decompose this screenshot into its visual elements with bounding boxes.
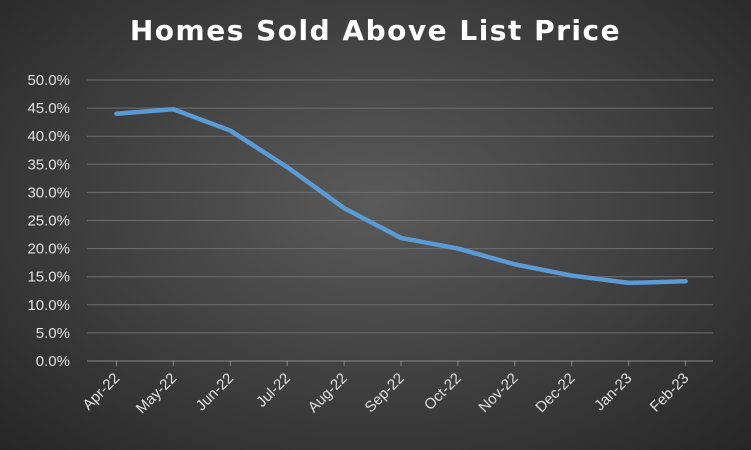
data-point [512,262,517,267]
x-tick-label: May-22 [133,370,180,417]
x-tick-label: Feb-23 [647,370,693,416]
data-point [114,111,119,116]
x-tick-label: Aug-22 [305,370,351,416]
x-tick-label: Apr-22 [79,370,123,414]
data-point [171,107,176,112]
y-tick-label: 20.0% [27,241,70,258]
x-tick-label: Oct-22 [421,370,465,414]
data-point [683,279,688,284]
y-tick-label: 0.0% [36,353,70,370]
data-point [455,246,460,251]
y-tick-label: 50.0% [27,72,70,89]
y-axis: 0.0% 5.0% 10.0% 15.0% 20.0% 25.0% 30.0% 35.0% 40… [27,72,70,370]
x-tick-label: Sep-22 [362,370,408,416]
data-point [228,128,233,133]
series-layer [114,106,688,286]
gridlines [87,79,713,362]
y-tick-label: 35.0% [27,156,70,173]
series-line [114,106,688,286]
x-tick-label: Nov-22 [475,370,521,416]
x-tick-label: Dec-22 [532,370,578,416]
data-point [569,273,574,278]
data-point [285,165,290,170]
x-tick-label: Jun-22 [193,370,237,414]
y-tick-label: 10.0% [27,297,70,314]
y-tick-label: 30.0% [27,184,70,201]
y-tick-label: 5.0% [36,325,70,342]
x-tick-label: Jan-23 [591,370,635,414]
data-point [342,206,347,211]
x-tick-label: Jul-22 [253,370,294,411]
chart-title: Homes Sold Above List Price [129,14,622,47]
x-axis: Apr-22 May-22 Jun-22 Jul-22 Aug-22 Sep-22 Oct-… [79,361,692,417]
y-tick-label: 15.0% [27,269,70,286]
y-tick-label: 25.0% [27,213,70,230]
y-tick-label: 45.0% [27,100,70,117]
data-point [626,280,631,285]
data-point [399,235,403,240]
y-tick-label: 40.0% [27,128,70,145]
